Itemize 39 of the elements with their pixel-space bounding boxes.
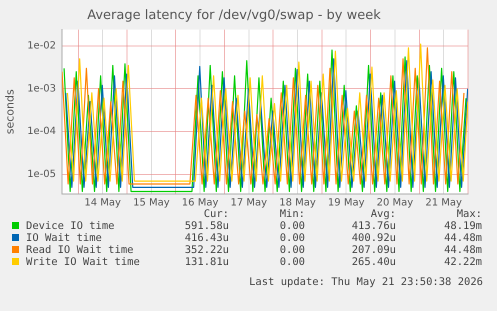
text: 44.48m — [443, 244, 482, 256]
y-axis-title: seconds — [3, 89, 16, 134]
x-tick-label: 14 May — [84, 198, 122, 209]
x-tick-label: 15 May — [133, 198, 170, 209]
text: 48.19m — [443, 220, 482, 232]
text: 0.00 — [278, 220, 305, 232]
text: 400.92u — [350, 232, 396, 244]
text: 207.09u — [350, 244, 396, 256]
legend-label: Write IO Wait time — [25, 256, 141, 268]
text: 0.00 — [278, 232, 305, 244]
x-tick-label: 19 May — [328, 198, 365, 209]
legend-label: Read IO Wait time — [25, 244, 134, 256]
text: 44.48m — [443, 232, 482, 244]
x-tick-label: 16 May — [182, 198, 218, 209]
x-tick-label: 20 May — [376, 198, 414, 209]
x-tick-label: 18 May — [279, 198, 316, 209]
y-tick-label: 1e-03 — [27, 83, 56, 94]
x-tick-label: 17 May — [230, 198, 268, 209]
text: Cur: — [202, 208, 229, 220]
y-tick-label: 1e-04 — [27, 126, 56, 138]
text: Last update: Thu May 21 23:50:38 2026 — [249, 276, 483, 288]
legend-label: IO Wait time — [25, 232, 103, 244]
chart-title: Average latency for /dev/vg0/swap - by week — [87, 8, 382, 24]
y-tick-label: 1e-05 — [27, 169, 56, 180]
text: 131.81u — [184, 256, 229, 268]
text: 591.58u — [184, 220, 229, 232]
text: 0.00 — [278, 256, 305, 268]
text: 265.40u — [350, 256, 396, 268]
text: Max: — [456, 208, 482, 220]
text: 416.43u — [184, 232, 229, 244]
text: Avg: — [370, 208, 396, 220]
text: 0.00 — [278, 244, 305, 256]
x-tick-label: 21 May — [425, 198, 462, 209]
y-tick-label: 1e-02 — [27, 40, 56, 52]
text: 42.22m — [443, 256, 482, 268]
text: Min: — [278, 208, 305, 220]
legend-label: Device IO time — [25, 220, 116, 232]
text: 352.22u — [184, 244, 229, 256]
text: 413.76u — [350, 220, 396, 232]
